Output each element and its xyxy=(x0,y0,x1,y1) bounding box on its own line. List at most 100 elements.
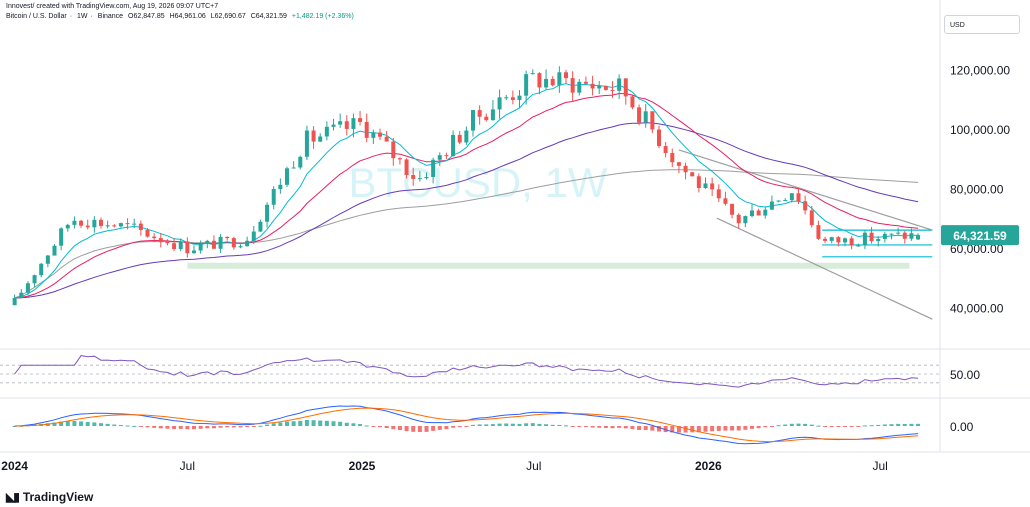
candle-body xyxy=(630,96,635,108)
macd-histogram-bar xyxy=(411,426,416,432)
macd-histogram-bar xyxy=(670,426,675,433)
macd-histogram-bar xyxy=(431,426,436,431)
currency-selector[interactable]: USD xyxy=(944,15,1020,34)
candle-body xyxy=(404,159,409,176)
macd-histogram-bar xyxy=(378,426,382,428)
candle-body xyxy=(637,107,642,123)
macd-histogram-bar xyxy=(776,425,781,427)
candle-body xyxy=(643,111,648,123)
candle-body xyxy=(152,236,157,239)
candle-body xyxy=(650,111,655,130)
symbol-name[interactable]: Bitcoin / U.S. Dollar xyxy=(6,13,67,20)
x-tick-label: Jul xyxy=(526,459,541,473)
macd-histogram-bar xyxy=(344,422,349,426)
macd-histogram-bar xyxy=(743,426,748,430)
macd-histogram-bar xyxy=(258,425,263,427)
y-tick-label: 100,000.00 xyxy=(950,123,1010,137)
macd-histogram-bar xyxy=(384,426,389,428)
candle-body xyxy=(776,200,781,202)
candle-body xyxy=(789,193,794,201)
macd-histogram-bar xyxy=(517,423,522,426)
candle-body xyxy=(557,72,562,86)
macd-histogram-bar xyxy=(789,423,794,426)
x-tick-label: 2025 xyxy=(349,459,376,473)
candle-body xyxy=(291,167,296,169)
candle-body xyxy=(72,220,77,225)
candle-body xyxy=(730,203,735,215)
candle-body xyxy=(65,224,70,229)
candle-body xyxy=(710,183,715,190)
candle-body xyxy=(172,243,177,250)
macd-histogram-bar xyxy=(318,420,323,426)
macd-histogram-bar xyxy=(862,425,867,427)
candle-body xyxy=(836,237,841,243)
macd-histogram-bar xyxy=(544,424,549,426)
candle-body xyxy=(218,236,223,249)
candle-body xyxy=(185,241,190,254)
macd-histogram-bar xyxy=(371,426,376,427)
candle-body xyxy=(803,201,808,211)
candle-body xyxy=(796,193,801,202)
tradingview-logo[interactable]: ◣▮ TradingView xyxy=(6,490,93,504)
candle-body xyxy=(99,219,103,226)
macd-histogram-bar xyxy=(902,423,907,426)
macd-histogram-bar xyxy=(876,424,881,426)
macd-histogram-bar xyxy=(358,424,363,426)
candle-body xyxy=(451,134,456,157)
candle-body xyxy=(490,109,495,121)
symbol-interval[interactable]: 1W xyxy=(76,13,88,20)
signal-line xyxy=(14,407,919,443)
candle-body xyxy=(158,238,163,243)
candle-body xyxy=(690,172,695,177)
candle-body xyxy=(564,72,568,79)
macd-histogram-bar xyxy=(657,426,661,432)
candle-body xyxy=(497,97,502,110)
macd-histogram-bar xyxy=(158,426,163,429)
candle-body xyxy=(524,74,529,96)
candle-body xyxy=(205,240,210,244)
candle-body xyxy=(278,184,283,190)
candle-body xyxy=(457,134,462,143)
ohlc-close: C64,321.59 xyxy=(250,13,287,20)
macd-histogram-bar xyxy=(65,421,70,426)
candle-body xyxy=(251,231,256,241)
macd-histogram-bar xyxy=(417,426,422,433)
candle-body xyxy=(477,110,482,117)
macd-histogram-bar xyxy=(564,425,568,427)
y-tick-label: 80,000.00 xyxy=(950,183,1004,197)
candle-body xyxy=(537,73,542,88)
candle-body xyxy=(869,232,874,242)
macd-histogram-bar xyxy=(490,424,495,426)
macd-histogram-bar xyxy=(338,421,343,426)
macd-histogram-bar xyxy=(716,426,721,431)
candle-body xyxy=(371,132,376,138)
macd-histogram-bar xyxy=(92,422,97,426)
macd-histogram-bar xyxy=(238,426,243,428)
macd-histogram-bar xyxy=(265,424,270,426)
candle-body xyxy=(743,216,748,224)
macd-histogram-bar xyxy=(750,426,754,429)
candle-body xyxy=(829,237,834,241)
candle-body xyxy=(590,83,595,89)
candle-body xyxy=(231,238,236,248)
macd-histogram-bar xyxy=(597,426,602,428)
macd-histogram-bar xyxy=(696,426,701,433)
macd-histogram-bar xyxy=(809,424,814,426)
macd-histogram-bar xyxy=(623,426,628,429)
macd-histogram-bar xyxy=(331,421,336,426)
candle-body xyxy=(484,116,489,121)
macd-histogram-bar xyxy=(397,426,402,431)
x-tick-label: Jul xyxy=(872,459,887,473)
candle-body xyxy=(338,121,343,125)
ohlc-high: H64,961.06 xyxy=(169,13,206,20)
candle-body xyxy=(889,233,894,235)
candle-body xyxy=(52,245,57,256)
ohlc-change: +1,482.19 (+2.36%) xyxy=(291,13,354,20)
macd-histogram-bar xyxy=(324,420,329,426)
macd-histogram-bar xyxy=(457,426,462,428)
candle-body xyxy=(843,238,847,243)
candle-body xyxy=(783,200,788,202)
macd-histogram-bar xyxy=(497,423,502,426)
macd-histogram-bar xyxy=(504,423,509,426)
